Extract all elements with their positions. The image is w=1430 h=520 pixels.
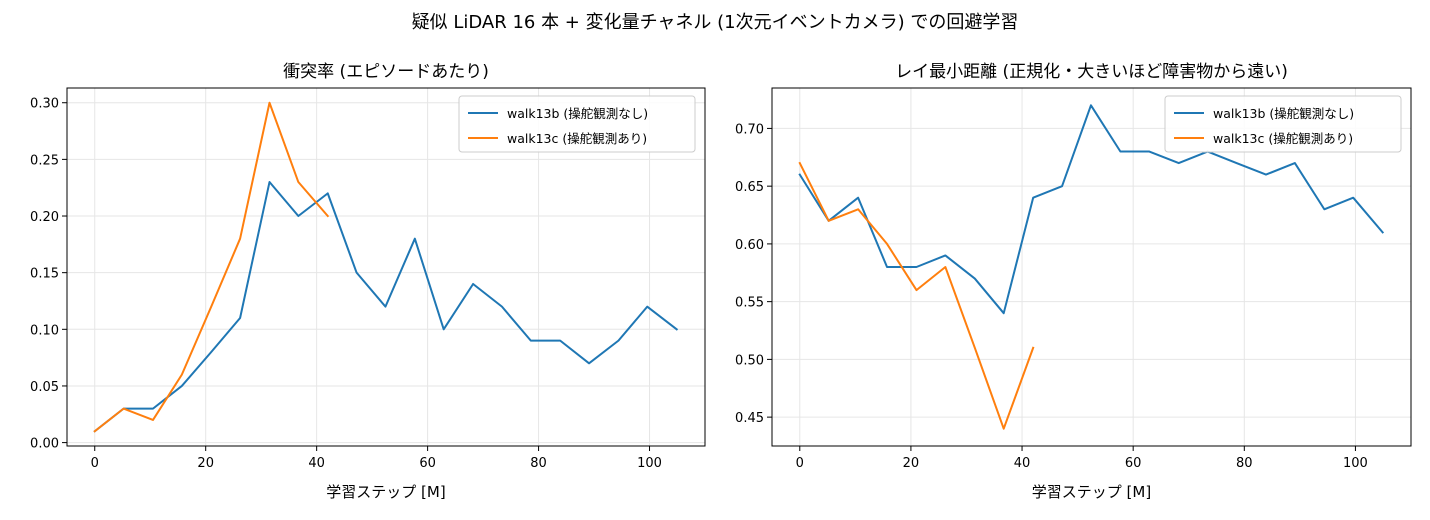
series-line-1 xyxy=(798,161,1035,430)
x-tick-label: 80 xyxy=(530,456,547,471)
y-tick-label: 0.00 xyxy=(30,437,59,452)
legend-box xyxy=(458,95,696,153)
panel-title: 衝突率 (エピソードあたり) xyxy=(283,62,489,82)
legend-label-1: walk13c (操舵観測あり) xyxy=(507,131,647,146)
x-tick-label: 40 xyxy=(308,456,325,471)
legend-label-1: walk13c (操舵観測あり) xyxy=(1213,131,1353,146)
x-tick-label: 80 xyxy=(1236,456,1253,471)
y-tick-label: 0.15 xyxy=(30,267,59,282)
y-tick-label: 0.45 xyxy=(735,411,764,426)
figure-title: 疑似 LiDAR 16 本 + 変化量チャネル (1次元イベントカメラ) での回… xyxy=(412,12,1019,33)
legend-label-0: walk13b (操舵観測なし) xyxy=(1213,106,1354,121)
x-axis-label: 学習ステップ [M] xyxy=(326,483,445,501)
legend: walk13b (操舵観測なし) walk13c (操舵観測あり) xyxy=(1164,95,1402,153)
x-tick-label: 100 xyxy=(637,456,662,471)
y-tick-label: 0.50 xyxy=(735,353,764,368)
x-tick-label: 20 xyxy=(197,456,214,471)
x-tick-label: 60 xyxy=(419,456,436,471)
y-tick-label: 0.05 xyxy=(30,380,59,395)
y-tick-label: 0.10 xyxy=(30,323,59,338)
series-line-1 xyxy=(93,101,330,433)
x-tick-label: 100 xyxy=(1343,456,1368,471)
x-tick-label: 40 xyxy=(1014,456,1031,471)
y-tick-label: 0.65 xyxy=(735,180,764,195)
x-tick-label: 0 xyxy=(91,456,99,471)
x-axis-label: 学習ステップ [M] xyxy=(1032,483,1151,501)
axes-frame xyxy=(66,87,706,447)
legend-box xyxy=(1164,95,1402,153)
x-tick-label: 20 xyxy=(903,456,920,471)
y-tick-label: 0.25 xyxy=(30,153,59,168)
y-tick-label: 0.60 xyxy=(735,238,764,253)
x-tick-label: 60 xyxy=(1125,456,1142,471)
y-tick-label: 0.55 xyxy=(735,296,764,311)
axes-frame xyxy=(771,87,1412,447)
y-tick-label: 0.20 xyxy=(30,210,59,225)
panel-min-ray-distance: 0 20 40 60 80 100 0.45 0.50 0.55 0.60 0.65 0.70 レイ最小… xyxy=(735,62,1412,501)
panel-title: レイ最小距離 (正規化・大きいほど障害物から遠い) xyxy=(895,62,1288,82)
y-tick-label: 0.30 xyxy=(30,97,59,112)
panel-collision-rate: 0 20 40 60 80 100 0.00 0.05 0.10 0.15 0.20 0.25 0.30… xyxy=(30,62,706,501)
x-tick-label: 0 xyxy=(796,456,804,471)
y-tick-label: 0.70 xyxy=(735,122,764,137)
series-line-0 xyxy=(93,181,679,433)
series-line-0 xyxy=(798,104,1385,315)
legend: walk13b (操舵観測なし) walk13c (操舵観測あり) xyxy=(458,95,696,153)
legend-label-0: walk13b (操舵観測なし) xyxy=(507,106,648,121)
